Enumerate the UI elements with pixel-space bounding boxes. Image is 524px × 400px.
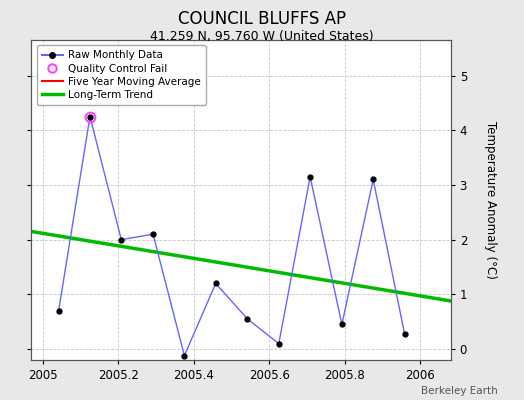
Legend: Raw Monthly Data, Quality Control Fail, Five Year Moving Average, Long-Term Tren: Raw Monthly Data, Quality Control Fail, … <box>37 45 206 105</box>
Y-axis label: Temperature Anomaly (°C): Temperature Anomaly (°C) <box>484 121 497 279</box>
Text: 41.259 N, 95.760 W (United States): 41.259 N, 95.760 W (United States) <box>150 30 374 43</box>
Text: COUNCIL BLUFFS AP: COUNCIL BLUFFS AP <box>178 10 346 28</box>
Text: Berkeley Earth: Berkeley Earth <box>421 386 498 396</box>
